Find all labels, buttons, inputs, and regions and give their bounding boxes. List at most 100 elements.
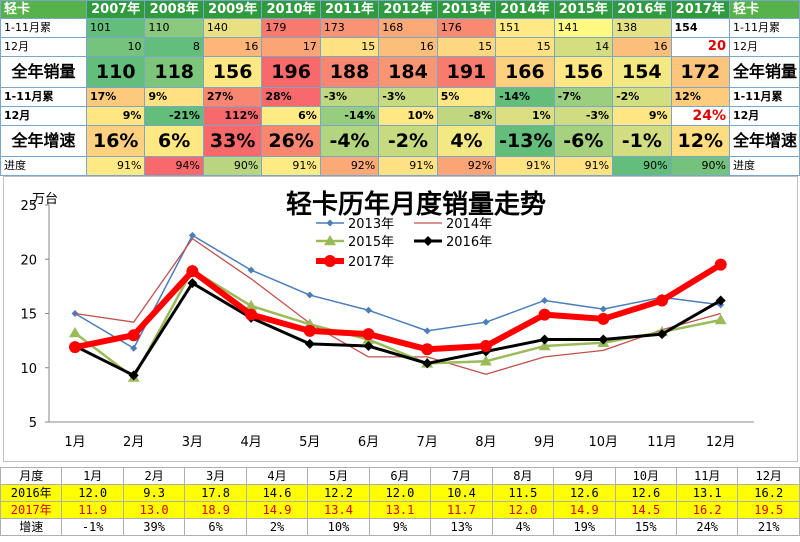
data-point [365, 306, 372, 314]
summary-cell: 188 [319, 56, 380, 88]
summary-cell: 12% [670, 125, 731, 157]
row-label: 进度 [729, 156, 800, 176]
legend-label: 2014年 [446, 217, 492, 232]
comparison-cell: 13% [430, 518, 493, 536]
row-label: 12月 [729, 37, 800, 57]
summary-cell: 90% [612, 156, 672, 176]
legend-label: 2013年 [348, 217, 394, 232]
row-label: 12月 [729, 106, 800, 126]
series-line-2015年 [74, 268, 721, 379]
data-point [538, 308, 551, 321]
summary-cell: 8 [144, 37, 204, 57]
summary-cell: 1% [495, 106, 555, 126]
summary-cell: 16% [85, 125, 146, 157]
comparison-cell: 11.7 [430, 501, 493, 519]
summary-row: 1-11月累 17% 9% 27% 28% -3% -3% 5% -14% -7% -2% 12% 1-… [0, 87, 800, 107]
month-header: 6月 [368, 467, 432, 485]
summary-cell: 14 [553, 37, 614, 57]
comparison-row: 2016年 12.0 9.3 17.8 14.6 12.2 12.0 10.4 11.5 12.6… [0, 484, 800, 502]
summary-cell: 176 [436, 18, 497, 38]
data-point [130, 344, 138, 352]
summary-cell: 94% [144, 156, 204, 176]
comparison-cell: 12.0 [491, 501, 555, 519]
comparison-cell: 19% [553, 518, 616, 536]
series-line-2013年 [74, 234, 721, 349]
summary-cell: 141 [553, 18, 614, 38]
data-point [423, 327, 431, 335]
month-header: 3月 [184, 467, 247, 485]
summary-cell: 110 [144, 18, 204, 38]
comparison-cell: 13.4 [307, 501, 370, 519]
month-header: 7月 [430, 467, 493, 485]
summary-cell: 112% [202, 106, 263, 126]
month-header: 1月 [61, 467, 124, 485]
data-point [714, 258, 727, 271]
comparison-cell: 2017年 [0, 501, 63, 519]
data-point [656, 294, 668, 307]
summary-row: 全年增速 16% 6% 33% 26% -4% -2% 4% -13% -6% -1% 12% 全年增速 [0, 125, 800, 157]
summary-cell: -2% [378, 125, 438, 157]
x-tick-label: 3月 [182, 435, 203, 450]
comparison-cell: 10% [307, 518, 370, 536]
x-tick-label: 11月 [647, 435, 677, 450]
comparison-cell: 9.3 [122, 484, 186, 502]
legend-marker [324, 255, 336, 267]
month-header: 4月 [245, 467, 309, 485]
summary-cell: 91% [261, 156, 321, 176]
data-point [421, 343, 434, 356]
data-point [715, 295, 726, 306]
summary-cell: 26% [261, 125, 321, 157]
summary-cell: -3% [319, 87, 380, 107]
y-tick-label: 20 [20, 253, 37, 268]
row-label: 1-11月累 [729, 87, 800, 107]
row-label: 轻卡 [729, 0, 800, 19]
comparison-cell: 14.9 [553, 501, 616, 519]
summary-cell: 28% [261, 87, 321, 107]
summary-cell: 90% [202, 156, 263, 176]
comparison-cell: 14.5 [614, 501, 677, 519]
data-point [306, 291, 314, 299]
data-point [479, 340, 492, 353]
summary-cell: 91% [85, 156, 146, 176]
summary-cell: 172 [670, 56, 731, 88]
year-header: 2017年 [670, 0, 731, 19]
row-label: 进度 [0, 156, 87, 176]
data-point [245, 308, 258, 321]
x-tick-label: 4月 [240, 435, 261, 450]
summary-cell: -1% [612, 125, 672, 157]
x-tick-label: 5月 [299, 435, 320, 450]
legend-label: 2016年 [446, 235, 492, 250]
comparison-cell: 19.5 [737, 501, 800, 519]
summary-cell: 15 [495, 37, 555, 57]
y-tick-label: 25 [20, 199, 37, 214]
comparison-cell: 13.1 [675, 484, 739, 502]
data-point [186, 265, 199, 278]
data-point [482, 318, 490, 326]
x-tick-label: 10月 [589, 435, 619, 450]
summary-cell: -2% [612, 87, 672, 107]
summary-cell: 20 [670, 37, 731, 57]
data-point [599, 305, 607, 313]
yearly-summary-table: 轻卡 2007年 2008年 2009年 2010年 2011年 2012年 2013年 201… [0, 0, 800, 176]
summary-row: 全年销量 110 118 156 196 188 184 191 166 156 154 172 全年销… [0, 56, 800, 88]
summary-cell: -8% [436, 106, 497, 126]
x-tick-label: 1月 [64, 435, 85, 450]
x-tick-label: 2月 [123, 435, 144, 450]
summary-row: 12月 10 8 16 17 15 16 15 15 14 16 20 12月 [0, 37, 800, 57]
summary-cell: 184 [378, 56, 438, 88]
summary-cell: -6% [553, 125, 614, 157]
summary-cell: 15 [436, 37, 497, 57]
summary-cell: 17 [261, 37, 321, 57]
summary-cell: 24% [670, 106, 731, 126]
y-tick-label: 15 [20, 308, 37, 323]
month-header: 11月 [675, 467, 739, 485]
summary-cell: 90% [670, 156, 731, 176]
summary-cell: 33% [202, 125, 263, 157]
data-point [541, 296, 549, 304]
data-point [69, 341, 81, 354]
comparison-cell: 14.9 [245, 501, 309, 519]
comparison-row: 增速 -1% 39% 6% 2% 10% 9% 13% 4% 19% 15% 24% 21% [0, 518, 800, 536]
summary-cell: 9% [144, 87, 204, 107]
year-header: 2012年 [378, 0, 438, 19]
comparison-cell: 12.0 [368, 484, 432, 502]
